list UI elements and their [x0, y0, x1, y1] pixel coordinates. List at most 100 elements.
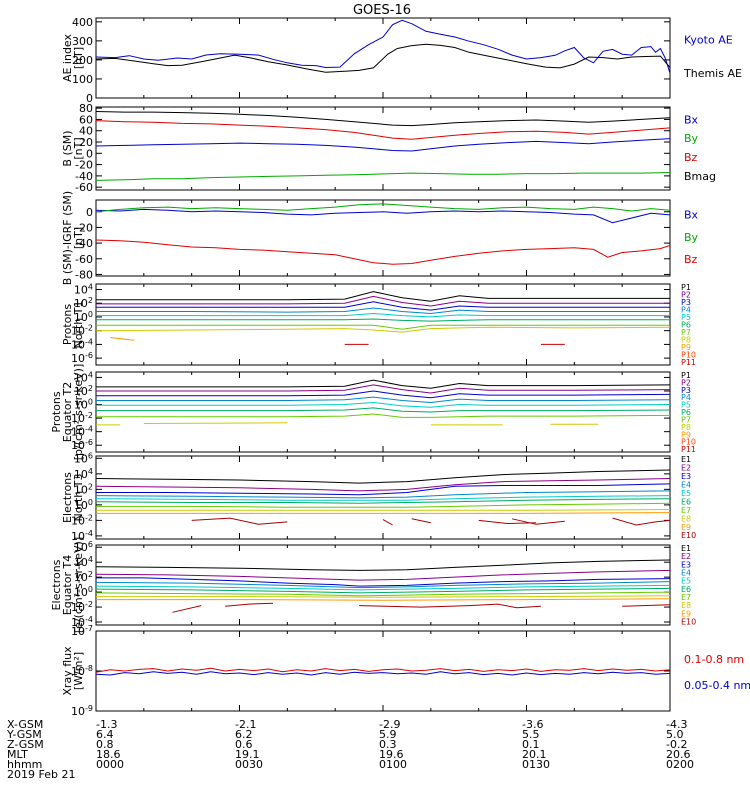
series-group — [96, 19, 670, 74]
series-line-p3 — [96, 390, 670, 399]
series-line-e10 — [359, 603, 541, 609]
y-tick-label: 400 — [72, 16, 93, 29]
legend-p7: P7 — [681, 415, 691, 424]
y-axis-label: [e/(cm²-s-sr-keV)] — [72, 537, 85, 633]
series-line-kyoto-ae — [96, 19, 670, 74]
legend-p5: P5 — [681, 313, 691, 322]
footer-label-z-gsm: Z-GSM — [7, 738, 44, 751]
series-line-p9 — [110, 337, 135, 341]
footer-value-hhmm: 0000 — [96, 758, 124, 771]
y-axis-label: Protons — [61, 304, 74, 345]
footer-value-y_gsm: 5.5 — [522, 728, 540, 741]
legend-item: Bz — [684, 151, 698, 164]
y-tick-label: -40 — [75, 170, 93, 183]
series-group — [96, 291, 670, 345]
legend-p11: P11 — [681, 445, 696, 454]
footer-label-mlt: MLT — [7, 748, 28, 761]
footer-label-hhmm: hhmm — [7, 758, 42, 771]
legend-e8: E8 — [681, 601, 691, 610]
legend-item: Bz — [684, 253, 698, 266]
y-tick-label: 0 — [86, 92, 93, 105]
panel-ae: 0 100 200 300 400 AE index[nT] Kyoto AE Themis … — [61, 16, 742, 105]
series-line-bx — [96, 138, 670, 152]
legend-p1: P1 — [681, 371, 691, 380]
plot-frame — [95, 283, 671, 366]
footer-value-y_gsm: 6.2 — [235, 728, 253, 741]
y-tick-label: 0 — [86, 147, 93, 160]
legend-p9: P9 — [681, 430, 691, 439]
footer-value-y_gsm: 5.0 — [666, 728, 684, 741]
series-line-e7 — [96, 591, 670, 597]
series-line-e10 — [172, 605, 202, 613]
y-tick-label: -60 — [75, 181, 93, 194]
footer-value-z_gsm: 0.3 — [379, 738, 397, 751]
y-axis-label: [p/(cm²-s-sr-keV)] — [72, 364, 85, 461]
series-line-e1 — [96, 469, 670, 484]
legend-e3: E3 — [681, 472, 691, 481]
legend-e5: E5 — [681, 577, 691, 586]
series-line-p2 — [96, 295, 670, 307]
series-line-e10 — [612, 517, 670, 526]
legend-p8: P8 — [681, 336, 691, 345]
legend-e9: E9 — [681, 609, 691, 618]
legend-item: 0.05-0.4 nm — [684, 679, 750, 692]
series-line-e1 — [96, 559, 670, 571]
legend-p10: P10 — [681, 438, 696, 447]
footer-value-x_gsm: -3.6 — [522, 718, 543, 731]
y-tick-label: 104 — [74, 282, 93, 296]
plot-frame — [95, 371, 671, 453]
series-line-e4 — [96, 581, 670, 589]
y-tick-label: 20 — [79, 136, 93, 149]
plot-frame — [95, 544, 671, 626]
legend-p11: P11 — [681, 358, 696, 367]
series-line-bmag — [96, 111, 670, 127]
footer-value-y_gsm: 6.4 — [96, 728, 114, 741]
series-line-p4 — [96, 396, 670, 404]
footer-date: 2019 Feb 21 — [7, 768, 75, 781]
series-line-e10 — [191, 517, 288, 525]
y-axis-label: B (SM) — [61, 130, 74, 166]
y-axis-label: North T3 — [72, 474, 85, 522]
series-group — [96, 203, 670, 265]
footer-value-hhmm: 0030 — [235, 758, 263, 771]
legend-p4: P4 — [681, 306, 691, 315]
footer-value-hhmm: 0100 — [379, 758, 407, 771]
series-line-e5 — [96, 495, 670, 501]
legend-item: Bx — [684, 209, 699, 222]
legend-e8: E8 — [681, 514, 691, 523]
legend-item: Bmag — [684, 170, 716, 183]
y-axis-label: AE index — [61, 33, 74, 82]
series-line-p7 — [96, 324, 670, 330]
chart-title: GOES-16 — [353, 3, 411, 18]
legend-p3: P3 — [681, 298, 691, 307]
series-line-p4 — [96, 307, 670, 315]
series-line-e6 — [96, 498, 670, 504]
series-line-e9 — [96, 512, 670, 514]
series-line-e10 — [225, 602, 274, 607]
footer-value-x_gsm: -2.9 — [379, 718, 400, 731]
series-line-0-1-0-8-nm — [96, 667, 670, 673]
plot-frame — [95, 630, 671, 712]
y-tick-label: 40 — [79, 125, 93, 138]
legend-p5: P5 — [681, 401, 691, 410]
legend-p1: P1 — [681, 283, 691, 292]
series-line-e10 — [622, 604, 670, 607]
series-line-p7 — [96, 413, 670, 418]
footer-value-hhmm: 0130 — [522, 758, 550, 771]
y-tick-label: -60 — [75, 253, 93, 266]
y-axis-label: Protons — [50, 391, 63, 432]
series-line-0-05-0-4-nm — [96, 671, 670, 676]
legend-e6: E6 — [681, 497, 691, 506]
legend-e6: E6 — [681, 585, 691, 594]
series-group — [96, 379, 670, 426]
series-line-e2 — [96, 478, 670, 492]
footer-value-mlt: 18.6 — [96, 748, 121, 761]
legend-p8: P8 — [681, 423, 691, 432]
legend-p10: P10 — [681, 351, 696, 360]
series-line-e4 — [96, 490, 670, 499]
legend-item: Bx — [684, 113, 699, 126]
